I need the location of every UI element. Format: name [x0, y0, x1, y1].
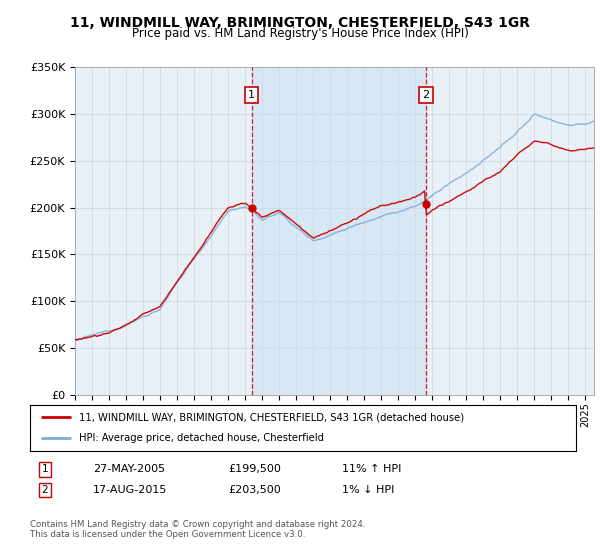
- Text: 1: 1: [41, 464, 49, 474]
- Text: 1% ↓ HPI: 1% ↓ HPI: [342, 485, 394, 495]
- Text: 27-MAY-2005: 27-MAY-2005: [93, 464, 165, 474]
- Text: Contains HM Land Registry data © Crown copyright and database right 2024.
This d: Contains HM Land Registry data © Crown c…: [30, 520, 365, 539]
- Text: Price paid vs. HM Land Registry's House Price Index (HPI): Price paid vs. HM Land Registry's House …: [131, 27, 469, 40]
- Text: 11, WINDMILL WAY, BRIMINGTON, CHESTERFIELD, S43 1GR (detached house): 11, WINDMILL WAY, BRIMINGTON, CHESTERFIE…: [79, 412, 464, 422]
- Text: HPI: Average price, detached house, Chesterfield: HPI: Average price, detached house, Ches…: [79, 433, 324, 444]
- Text: 11, WINDMILL WAY, BRIMINGTON, CHESTERFIELD, S43 1GR: 11, WINDMILL WAY, BRIMINGTON, CHESTERFIE…: [70, 16, 530, 30]
- Text: 17-AUG-2015: 17-AUG-2015: [93, 485, 167, 495]
- Text: 11% ↑ HPI: 11% ↑ HPI: [342, 464, 401, 474]
- Text: 2: 2: [41, 485, 49, 495]
- Text: £203,500: £203,500: [228, 485, 281, 495]
- Text: 1: 1: [248, 90, 255, 100]
- Text: £199,500: £199,500: [228, 464, 281, 474]
- Text: 2: 2: [422, 90, 430, 100]
